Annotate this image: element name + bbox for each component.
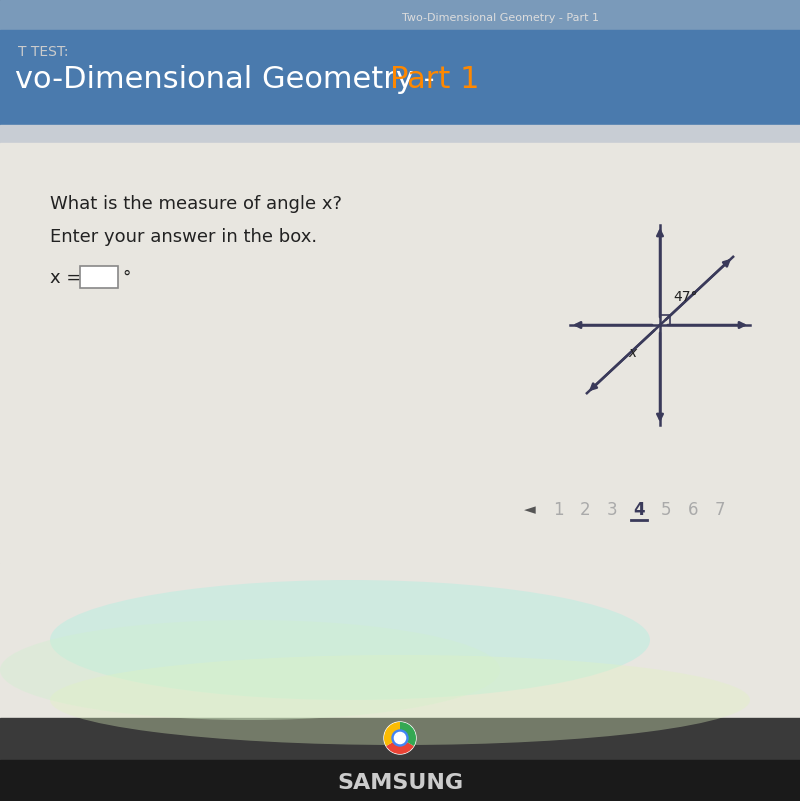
Ellipse shape	[0, 620, 500, 720]
Wedge shape	[384, 722, 400, 746]
Text: x =: x =	[50, 269, 87, 287]
Wedge shape	[386, 738, 414, 754]
Circle shape	[394, 732, 406, 743]
Text: Enter your answer in the box.: Enter your answer in the box.	[50, 228, 317, 246]
Text: x: x	[628, 346, 636, 360]
Ellipse shape	[50, 655, 750, 745]
Text: 4: 4	[633, 501, 645, 519]
Bar	[0, 0, 800, 30]
Ellipse shape	[50, 580, 650, 700]
Bar	[0, 125, 800, 143]
Bar	[0, 760, 800, 801]
Text: SAMSUNG: SAMSUNG	[337, 773, 463, 793]
Text: 3: 3	[606, 501, 618, 519]
Bar	[0, 143, 800, 563]
Text: vo-Dimensional Geometry -: vo-Dimensional Geometry -	[15, 66, 444, 95]
Text: T TEST:: T TEST:	[18, 45, 69, 59]
Text: What is the measure of angle x?: What is the measure of angle x?	[50, 195, 342, 213]
Text: 5: 5	[661, 501, 671, 519]
Text: 2: 2	[580, 501, 590, 519]
Text: Part 1: Part 1	[390, 66, 479, 95]
Text: ◄: ◄	[524, 502, 536, 517]
Text: 6: 6	[688, 501, 698, 519]
Text: 7: 7	[714, 501, 726, 519]
Circle shape	[384, 722, 416, 754]
Text: Two-Dimensional Geometry - Part 1: Two-Dimensional Geometry - Part 1	[402, 13, 598, 23]
Bar	[80, 266, 118, 288]
Bar	[0, 563, 800, 718]
Circle shape	[392, 730, 408, 746]
Wedge shape	[400, 722, 416, 746]
Bar	[0, 30, 800, 125]
Text: °: °	[122, 269, 130, 287]
Bar	[0, 718, 800, 801]
Text: 1: 1	[553, 501, 563, 519]
Text: 47°: 47°	[673, 290, 698, 304]
